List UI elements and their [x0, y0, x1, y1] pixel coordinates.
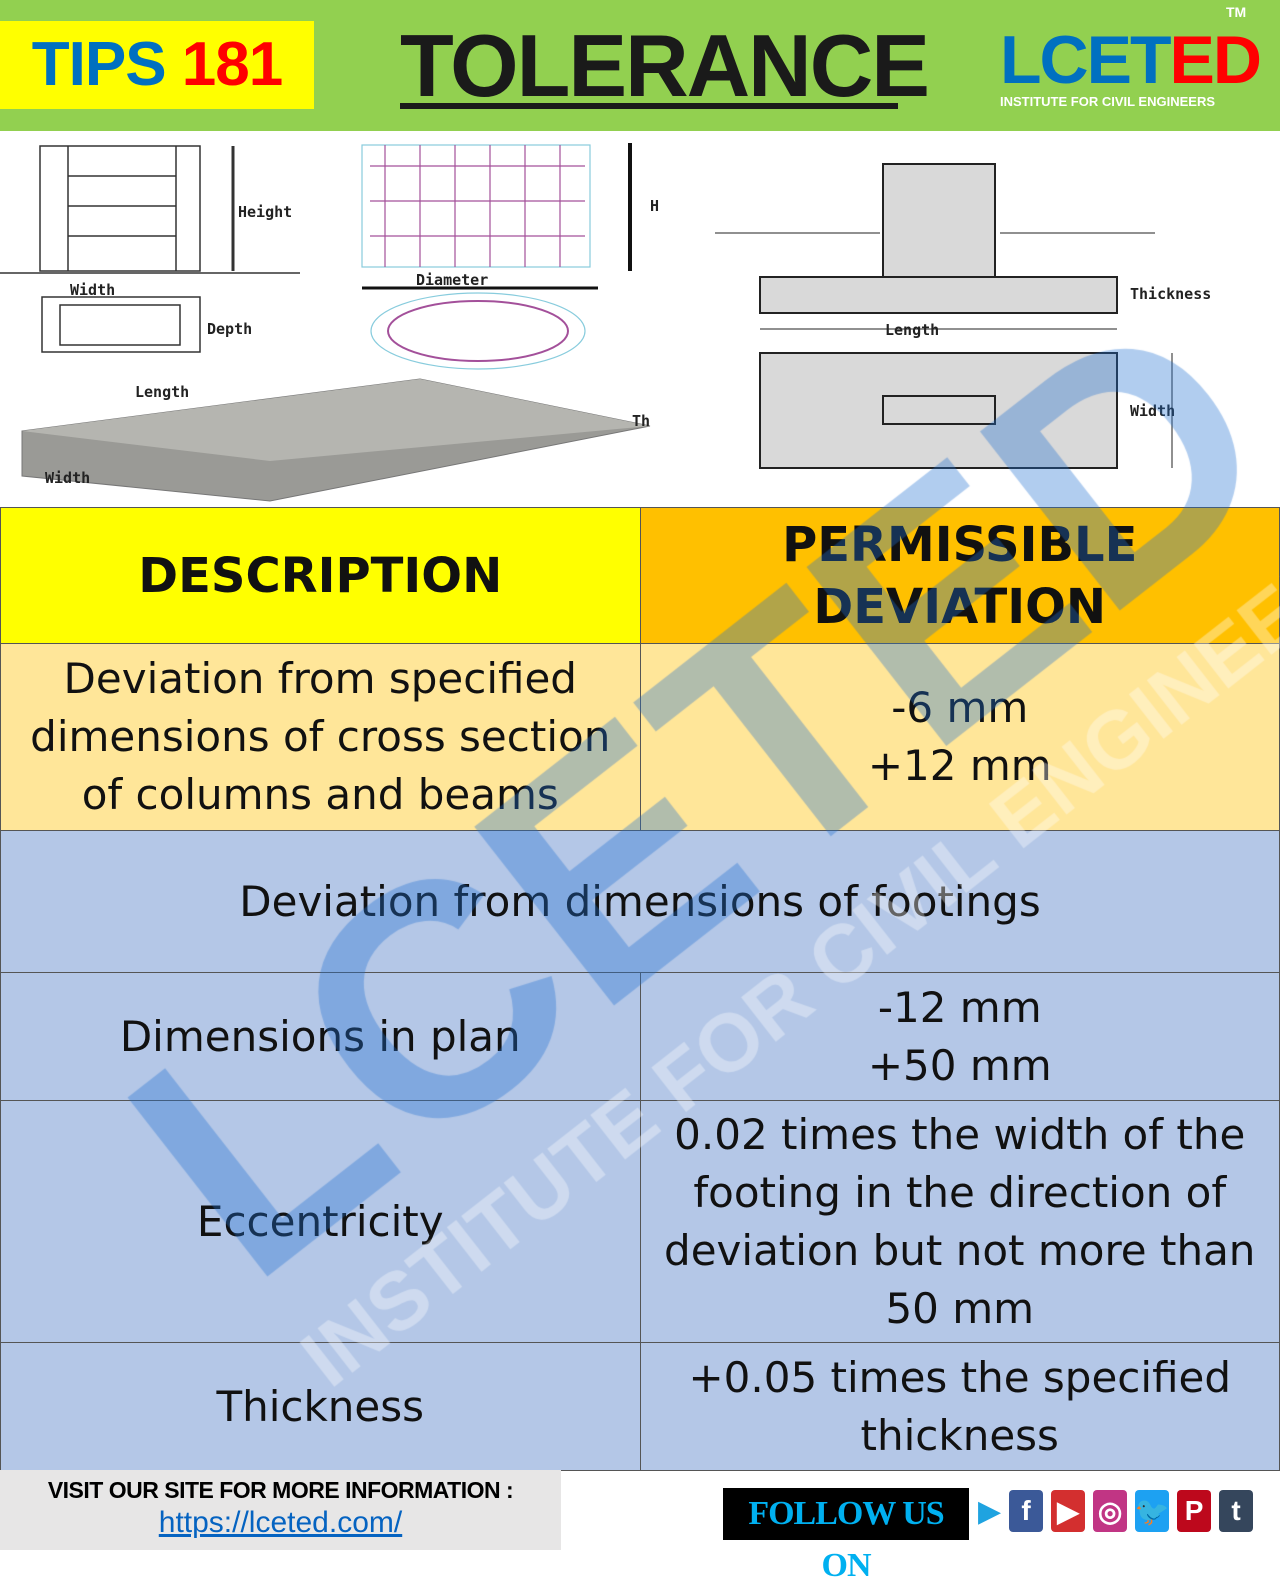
- table-row: Deviation from specified dimensions of c…: [0, 643, 1280, 831]
- header-description: DESCRIPTION: [0, 507, 641, 644]
- circular-height-label: H: [650, 197, 659, 215]
- slab-width-label: Width: [45, 469, 90, 487]
- footing-diagram: [715, 163, 1173, 469]
- row-description: Thickness: [0, 1342, 641, 1471]
- row-deviation: -6 mm +12 mm: [639, 643, 1280, 831]
- section-title: Deviation from dimensions of footings: [0, 830, 1280, 973]
- tumblr-icon[interactable]: t: [1219, 1490, 1254, 1532]
- row-deviation: -12 mm +50 mm: [639, 972, 1280, 1101]
- footing-length-label: Length: [885, 321, 939, 339]
- follow-us-label: FOLLOW US ON: [723, 1488, 969, 1584]
- table-row: Dimensions in plan -12 mm +50 mm: [0, 972, 1280, 1101]
- slab-thickness-label: Th: [632, 412, 650, 430]
- slab-diagram: [21, 378, 651, 502]
- page-title: TOLERANCE: [400, 16, 930, 115]
- dimension-diagrams: Height Width Depth Diameter H Length Wid…: [0, 143, 1211, 502]
- depth-label: Depth: [207, 320, 252, 338]
- row-description: Dimensions in plan: [0, 972, 641, 1101]
- footing-thickness-label: Thickness: [1130, 285, 1211, 303]
- header: TIPS 181 TOLERANCE TM LCETED INSTITUTE F…: [0, 0, 1280, 131]
- logo: TM LCETED INSTITUTE FOR CIVIL ENGINEERS: [1000, 4, 1262, 109]
- pinterest-icon[interactable]: P: [1177, 1490, 1212, 1532]
- facebook-icon[interactable]: f: [1009, 1490, 1044, 1532]
- instagram-icon[interactable]: ◎: [1093, 1490, 1128, 1532]
- arrow-right-icon: ▶: [978, 1493, 1002, 1529]
- table-header-row: DESCRIPTION PERMISSIBLE DEVIATION: [0, 507, 1280, 644]
- footer-visit: VISIT OUR SITE FOR MORE INFORMATION : ht…: [0, 1470, 561, 1550]
- diameter-label: Diameter: [416, 271, 488, 289]
- table-row: Thickness +0.05 times the specified thic…: [0, 1342, 1280, 1471]
- table-row: Eccentricity 0.02 times the width of the…: [0, 1100, 1280, 1343]
- youtube-icon[interactable]: ▶: [1051, 1490, 1086, 1532]
- title-underline: [400, 103, 898, 109]
- footing-width-label: Width: [1130, 402, 1175, 420]
- tips-badge: TIPS 181: [0, 21, 314, 109]
- circular-column-diagram: [361, 143, 632, 370]
- table-section-row: Deviation from dimensions of footings: [0, 830, 1280, 973]
- row-description: Eccentricity: [0, 1100, 641, 1343]
- row-deviation: +0.05 times the specified thickness: [639, 1342, 1280, 1471]
- height-label: Height: [238, 203, 292, 221]
- site-link[interactable]: https://lceted.com/: [158, 1506, 403, 1539]
- slab-length-label: Length: [135, 383, 189, 401]
- row-deviation: 0.02 times the width of the footing in t…: [639, 1100, 1280, 1343]
- row-description: Deviation from specified dimensions of c…: [0, 643, 641, 831]
- column-diagram: [0, 145, 300, 353]
- header-deviation: PERMISSIBLE DEVIATION: [639, 507, 1280, 644]
- tolerance-table: DESCRIPTION PERMISSIBLE DEVIATION Deviat…: [0, 507, 1280, 1471]
- twitter-icon[interactable]: 🐦: [1135, 1490, 1170, 1532]
- width-label: Width: [70, 281, 115, 299]
